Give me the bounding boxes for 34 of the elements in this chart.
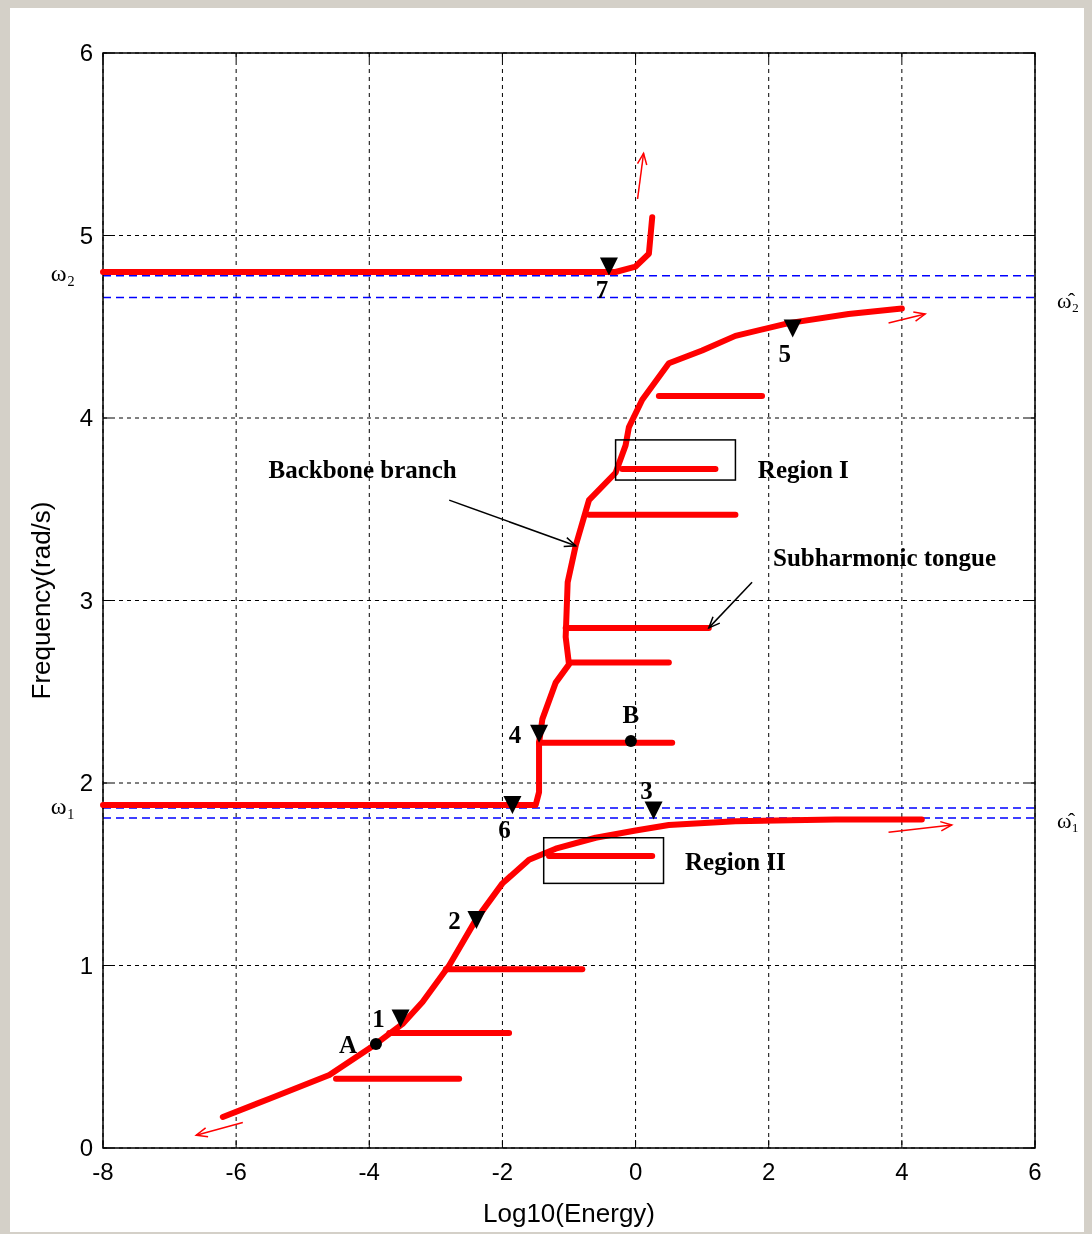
annotation: 4 <box>508 720 522 748</box>
ref-line-label: ω̂₁ <box>1057 808 1080 834</box>
x-tick-label: 2 <box>762 1158 776 1185</box>
y-tick-label: 6 <box>79 39 93 66</box>
annotation: Subharmonic tongue <box>773 543 997 571</box>
y-tick-label: 1 <box>79 951 93 979</box>
annotation: A <box>338 1030 357 1058</box>
x-tick-label: 6 <box>1028 1158 1042 1185</box>
y-tick-label: 0 <box>79 1134 93 1161</box>
x-axis-title: Log10(Energy) <box>483 1198 655 1228</box>
annotation: ω₁ <box>50 792 75 819</box>
x-tick-label: 0 <box>628 1158 643 1185</box>
annotation: Region I <box>757 456 849 484</box>
annotation: Backbone branch <box>268 456 457 484</box>
annotation: Region II <box>685 848 786 876</box>
annotation: ω₂ <box>50 260 75 286</box>
y-tick-label: 5 <box>79 221 93 249</box>
annotation: 1 <box>372 1005 385 1033</box>
annotation: 6 <box>498 815 511 843</box>
annotation: 2 <box>448 906 461 934</box>
y-tick-label: 2 <box>79 769 93 796</box>
x-tick-label: -4 <box>358 1158 380 1185</box>
annotation: B <box>622 701 640 729</box>
y-tick-label: 3 <box>79 586 93 614</box>
annotation: 3 <box>640 777 653 805</box>
annotation: 5 <box>778 339 791 367</box>
x-tick-label: 4 <box>895 1158 909 1185</box>
x-tick-label: -6 <box>225 1158 247 1185</box>
annotation: 7 <box>595 275 609 303</box>
x-tick-label: -8 <box>92 1158 114 1185</box>
x-tick-label: -2 <box>491 1158 514 1185</box>
ref-line-label: ω̂₂ <box>1057 287 1080 313</box>
y-axis-title: Frequency(rad/s) <box>26 501 56 700</box>
y-tick-label: 4 <box>79 404 93 431</box>
